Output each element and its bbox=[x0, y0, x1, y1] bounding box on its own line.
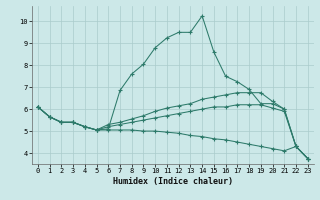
X-axis label: Humidex (Indice chaleur): Humidex (Indice chaleur) bbox=[113, 177, 233, 186]
